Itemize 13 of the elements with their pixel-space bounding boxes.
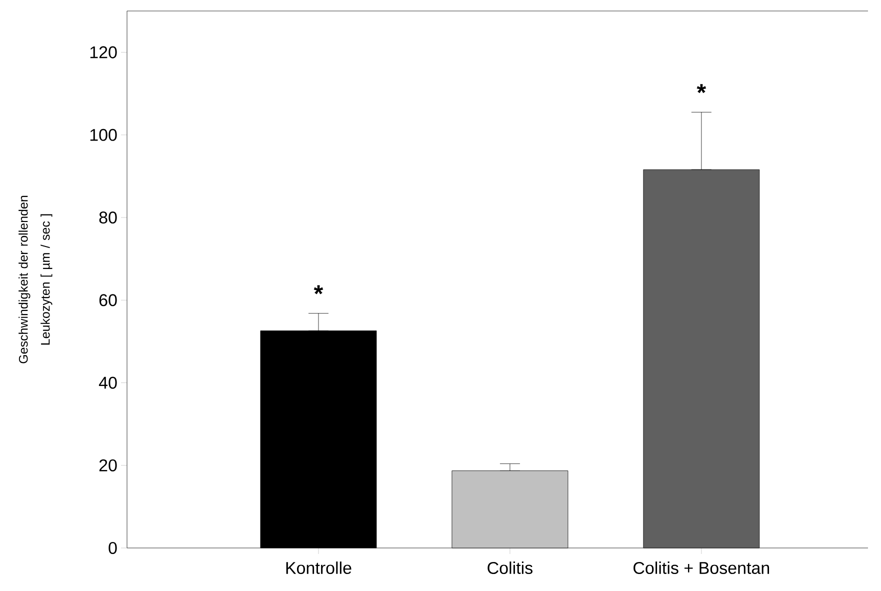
x-tick-label: Colitis + Bosentan [634,562,770,574]
y-tick-label: 0 [108,542,117,554]
annotation: * [696,84,706,94]
y-tick-label: 80 [99,212,117,224]
y-tick-label: 20 [99,459,117,472]
x-tick-label: Colitis [488,562,532,574]
annotation: * [314,285,324,294]
y-tick-label: 40 [98,376,117,389]
y-tick-label: 60 [99,294,117,306]
y-tick-label: 100 [90,128,117,141]
y-axis-title: Geschwindigkeit der rollenden Leukozyten [ µm / sec ] [18,196,52,364]
x-tick-label: Kontrolle [286,562,352,574]
y-tick-label: 120 [90,46,117,58]
